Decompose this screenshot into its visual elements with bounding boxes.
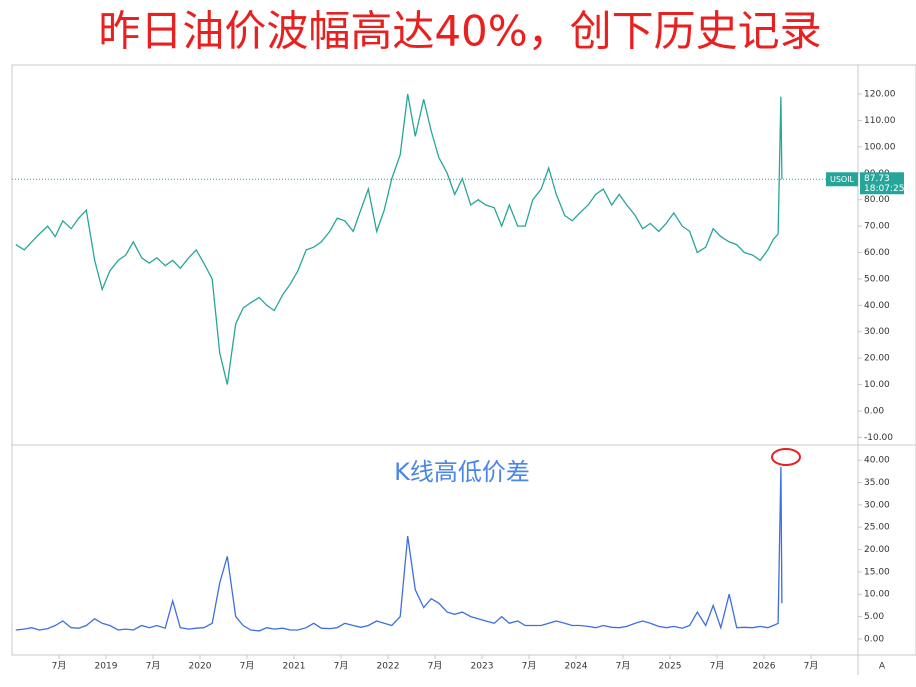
- y-tick-label: 70.00: [864, 222, 890, 232]
- x-tick-label: 7月: [616, 661, 631, 672]
- x-tick-label: 7月: [522, 661, 537, 672]
- price-symbol: USOIL: [830, 175, 855, 184]
- y-tick-label: 25.00: [864, 523, 890, 533]
- y-tick-label: 10.00: [864, 380, 890, 390]
- frame: [11, 64, 916, 656]
- data-line: [15, 93, 783, 385]
- y-tick-label: 20.00: [864, 545, 890, 555]
- y-tick-label: 110.00: [864, 116, 896, 126]
- x-tick-label: 2023: [471, 662, 494, 672]
- x-tick-label: 2021: [283, 662, 306, 672]
- price-time: 18:07:25: [864, 184, 904, 194]
- x-tick-label: 7月: [146, 661, 161, 672]
- x-tick-label: 7月: [428, 661, 443, 672]
- y-tick-label: 50.00: [864, 274, 890, 284]
- y-tick-label: 40.00: [864, 456, 890, 466]
- y-tick-label: 20.00: [864, 354, 890, 364]
- x-tick-label: 2020: [189, 662, 212, 672]
- x-tick-label: 2019: [95, 662, 118, 672]
- y-tick-label: 120.00: [864, 90, 896, 100]
- y-tick-label: -10.00: [864, 433, 893, 443]
- x-tick-label: 2026: [753, 662, 776, 672]
- data-line: [15, 466, 783, 632]
- y-tick-label: 10.00: [864, 590, 890, 600]
- highlight-circle: [771, 448, 801, 466]
- x-tick-label: 7月: [240, 661, 255, 672]
- price-value: 87.73: [864, 174, 890, 184]
- y-tick-label: 35.00: [864, 478, 890, 488]
- y-tick-label: 15.00: [864, 567, 890, 577]
- y-tick-label: 0.00: [864, 634, 884, 644]
- annotation: K线高低价差: [394, 458, 530, 486]
- x-tick-label: 7月: [334, 661, 349, 672]
- y-tick-label: 60.00: [864, 248, 890, 258]
- x-tick-label: 7月: [710, 661, 725, 672]
- y-tick-label: 5.00: [864, 612, 884, 622]
- axis-button[interactable]: A: [879, 662, 886, 672]
- y-tick-label: 80.00: [864, 195, 890, 205]
- x-tick-label: 7月: [52, 661, 67, 672]
- x-tick-label: 2024: [565, 662, 588, 672]
- y-tick-label: 100.00: [864, 142, 896, 152]
- y-tick-label: 30.00: [864, 327, 890, 337]
- x-tick-label: 7月: [804, 661, 819, 672]
- y-tick-label: 40.00: [864, 301, 890, 311]
- x-tick-label: 2022: [377, 662, 400, 672]
- y-tick-label: 30.00: [864, 500, 890, 510]
- y-tick-label: 0.00: [864, 406, 884, 416]
- x-tick-label: 2025: [659, 662, 682, 672]
- price-label-box: [826, 172, 858, 187]
- price-label-box: [860, 172, 904, 195]
- chart-title: 昨日油价波幅高达40%，创下历史记录: [98, 7, 821, 56]
